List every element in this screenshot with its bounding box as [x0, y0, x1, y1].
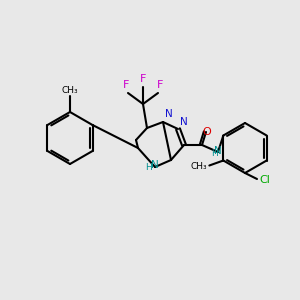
Text: O: O	[202, 127, 211, 137]
Text: N: N	[180, 117, 188, 127]
Text: F: F	[123, 80, 129, 90]
Text: F: F	[140, 74, 146, 84]
Text: N: N	[151, 160, 159, 170]
Text: CH₃: CH₃	[62, 86, 78, 95]
Text: F: F	[157, 80, 163, 90]
Text: CH₃: CH₃	[191, 162, 207, 171]
Text: N: N	[214, 146, 222, 156]
Text: Cl: Cl	[259, 175, 270, 185]
Text: H: H	[145, 163, 152, 172]
Text: N: N	[165, 109, 173, 119]
Text: H: H	[211, 149, 218, 158]
